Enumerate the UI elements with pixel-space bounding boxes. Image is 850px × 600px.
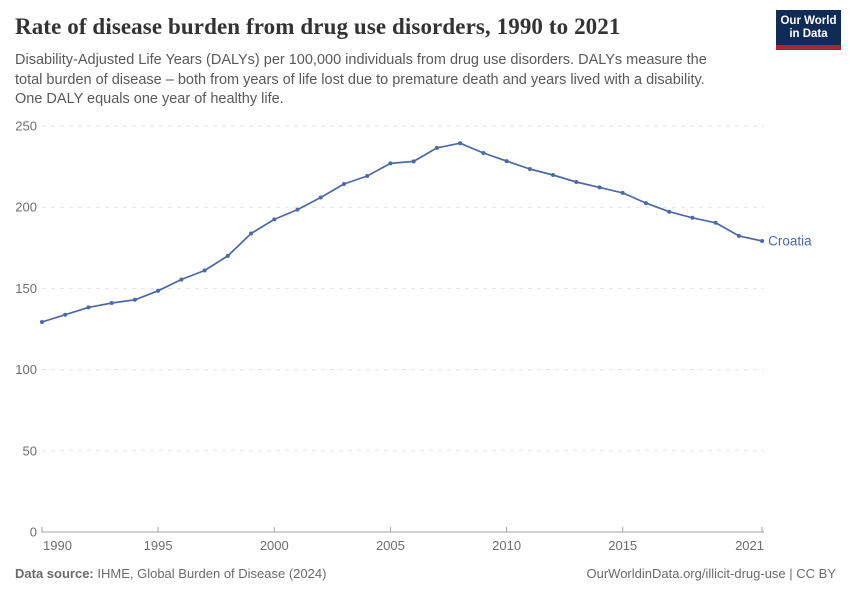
x-tick-label: 2010 [492, 538, 521, 553]
data-point [597, 185, 602, 190]
data-point [713, 220, 718, 225]
x-tick-label: 2005 [376, 538, 405, 553]
data-point [132, 297, 137, 302]
series-end-label: Croatia [768, 234, 812, 249]
data-line-croatia [41, 142, 763, 323]
data-point [63, 312, 68, 317]
x-tick-label: 1990 [43, 538, 72, 553]
data-point [225, 253, 230, 258]
data-point [574, 180, 579, 184]
data-point [388, 161, 393, 166]
data-point [156, 288, 161, 293]
data-point [504, 159, 509, 164]
owid-logo-line1: Our World [780, 14, 837, 27]
data-point [40, 320, 44, 324]
data-point [272, 217, 277, 222]
data-point [644, 201, 648, 206]
subtitle-line: One DALY equals one year of healthy life… [15, 91, 284, 107]
data-point [249, 231, 254, 236]
chart-subtitle: Disability-Adjusted Life Years (DALYs) p… [15, 51, 707, 110]
data-point [109, 301, 114, 305]
chart-footer: Data source: IHME, Global Burden of Dise… [15, 566, 836, 581]
data-point [202, 268, 207, 273]
data-point [481, 151, 486, 155]
data-point [365, 174, 370, 178]
subtitle-line: total burden of disease – both from year… [15, 71, 705, 88]
owid-logo-line2: in Data [789, 27, 828, 40]
x-tick-label: 2021 [735, 538, 764, 553]
y-tick-label: 200 [15, 200, 37, 215]
data-point [667, 209, 672, 214]
x-tick-label: 2000 [260, 538, 289, 553]
data-source-label: Data source: [15, 566, 94, 581]
data-source: Data source: IHME, Global Burden of Dise… [15, 566, 326, 581]
owid-logo: Our World in Data [776, 10, 841, 50]
credit-link[interactable]: OurWorldinData.org/illicit-drug-use | CC… [586, 566, 837, 581]
data-point [527, 167, 532, 171]
y-tick-label: 150 [15, 281, 37, 296]
data-point [736, 233, 741, 238]
data-point [458, 141, 463, 146]
x-tick-label: 1995 [144, 538, 173, 553]
data-point [760, 239, 765, 243]
line-chart: 0 50 100 150 200 250 1990 1995 2000 2005 2010 2015 2… [15, 119, 812, 554]
data-point [318, 195, 323, 200]
y-tick-label: 250 [15, 119, 37, 134]
data-point [86, 305, 91, 310]
data-point [179, 277, 184, 282]
data-point [411, 159, 416, 164]
data-point [434, 145, 439, 150]
data-point [342, 182, 346, 186]
y-tick-label: 50 [23, 443, 37, 458]
x-tick-label: 2015 [608, 538, 637, 553]
data-point [690, 215, 695, 220]
data-point [551, 173, 555, 177]
y-tick-label: 100 [15, 362, 37, 377]
data-point [620, 190, 625, 195]
y-tick-label: 0 [30, 525, 37, 540]
page-title: Rate of disease burden from drug use dis… [15, 14, 621, 39]
data-point [295, 207, 300, 212]
subtitle-line: Disability-Adjusted Life Years (DALYs) p… [15, 52, 707, 68]
data-source-value: IHME, Global Burden of Disease (2024) [97, 566, 327, 581]
owid-logo-text: Our World in Data [780, 15, 836, 41]
